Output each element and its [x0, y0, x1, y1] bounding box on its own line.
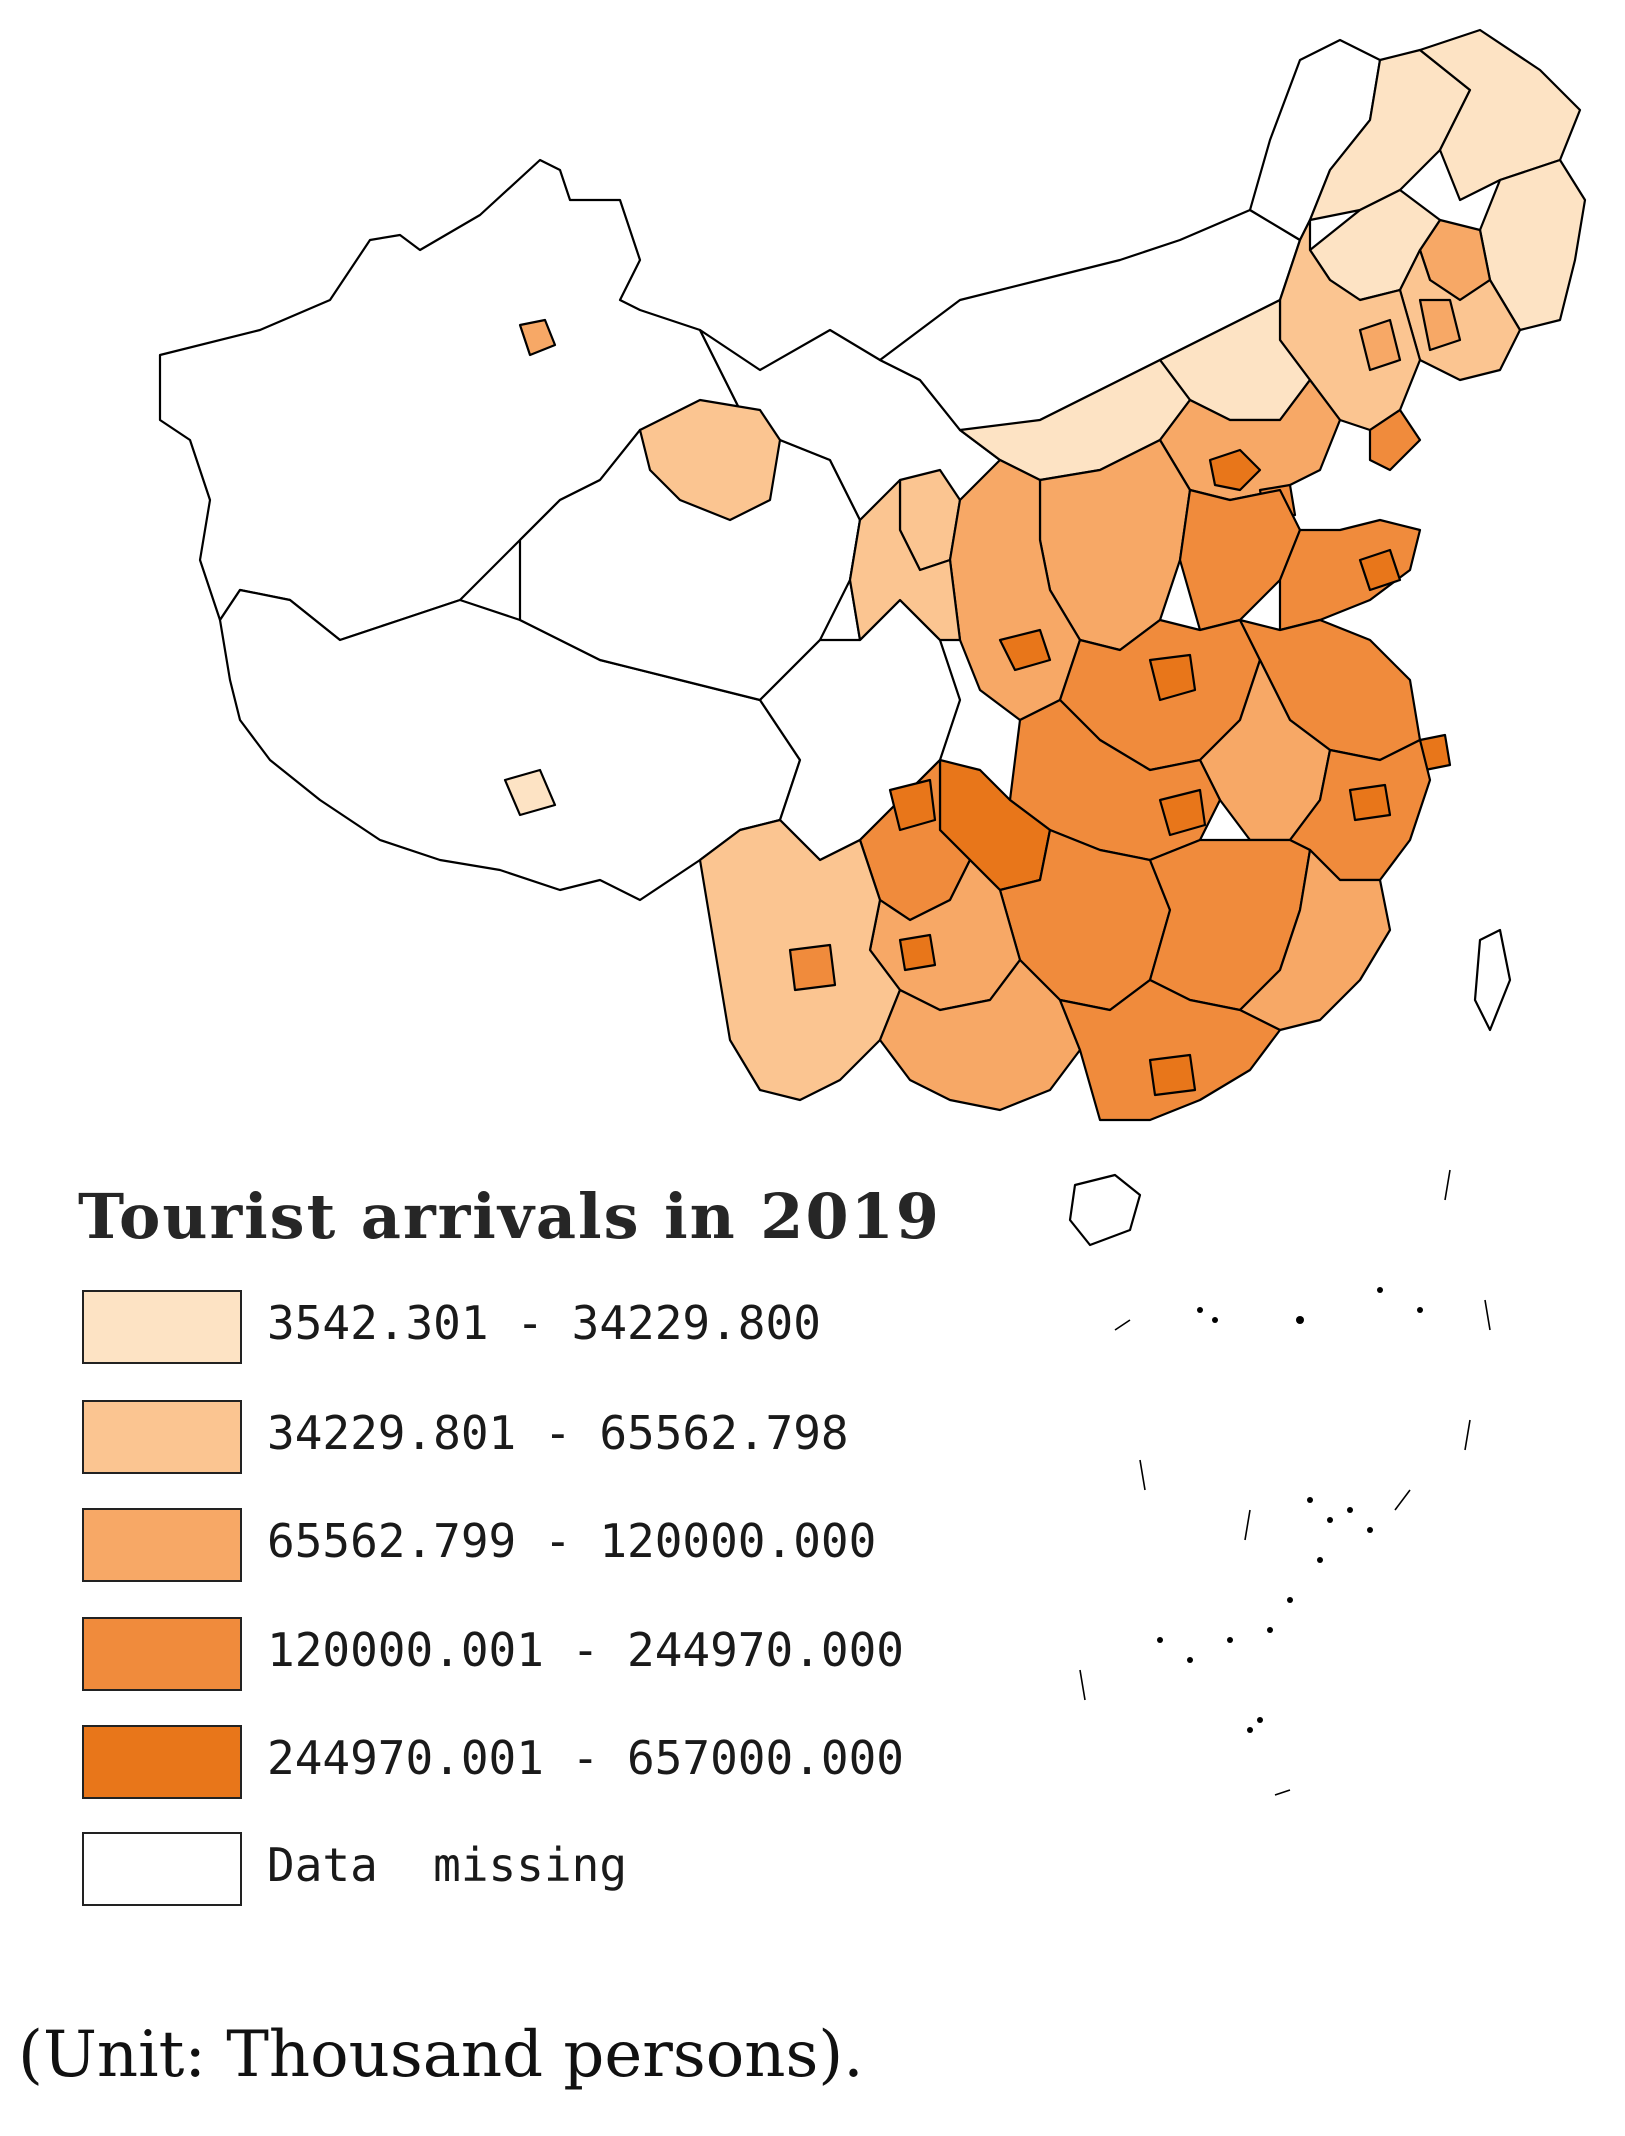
region-kunming — [788, 943, 837, 992]
south-china-sea-islands — [1079, 1169, 1491, 1796]
region-chengdu — [888, 778, 937, 832]
legend-label: 244970.001 - 657000.000 — [267, 1731, 904, 1785]
south-regions — [698, 818, 1512, 1247]
region-xian — [998, 628, 1052, 672]
legend-swatch — [82, 1617, 242, 1691]
central-regions — [858, 618, 1452, 922]
region-guangxi — [878, 958, 1082, 1112]
region-dalian — [1368, 408, 1422, 472]
west-highlights — [503, 318, 782, 817]
region-fujian — [1238, 848, 1392, 1032]
legend-swatch — [82, 1400, 242, 1474]
region-guiyang — [898, 933, 937, 972]
legend-swatch — [82, 1832, 242, 1906]
region-hainan — [1068, 1173, 1142, 1247]
legend-swatch — [82, 1725, 242, 1799]
northeast-regions — [1158, 28, 1587, 472]
legend-label: 65562.799 - 120000.000 — [267, 1514, 877, 1568]
region-urumqi — [518, 318, 557, 357]
region-changchun — [1418, 298, 1462, 352]
western-regions — [158, 38, 1382, 902]
legend-swatch — [82, 1290, 242, 1364]
region-guangzhou — [1148, 1053, 1197, 1097]
region-hami — [638, 398, 782, 522]
legend-label: 34229.801 - 65562.798 — [267, 1406, 849, 1460]
legend-label: 3542.301 - 34229.800 — [267, 1296, 821, 1350]
legend-label: Data missing — [267, 1838, 628, 1892]
region-gansu-east — [848, 478, 962, 642]
region-lhasa — [503, 768, 557, 817]
region-taiwan — [1473, 928, 1512, 1032]
region-zhengzhou — [1148, 653, 1197, 702]
north-china-regions — [848, 358, 1422, 722]
region-wuhan — [1158, 788, 1207, 837]
legend-title: Tourist arrivals in 2019 — [78, 1180, 941, 1253]
region-beijing — [1208, 448, 1262, 492]
legend-label: 120000.001 - 244970.000 — [267, 1623, 904, 1677]
region-guangdong — [1058, 978, 1282, 1122]
region-shenyang — [1358, 318, 1402, 372]
region-qingdao — [1358, 548, 1402, 592]
unit-caption: (Unit: Thousand persons). — [18, 2018, 864, 2092]
nine-dash-line — [1079, 1169, 1491, 1796]
region-hangzhou — [1348, 783, 1392, 822]
legend-swatch — [82, 1508, 242, 1582]
